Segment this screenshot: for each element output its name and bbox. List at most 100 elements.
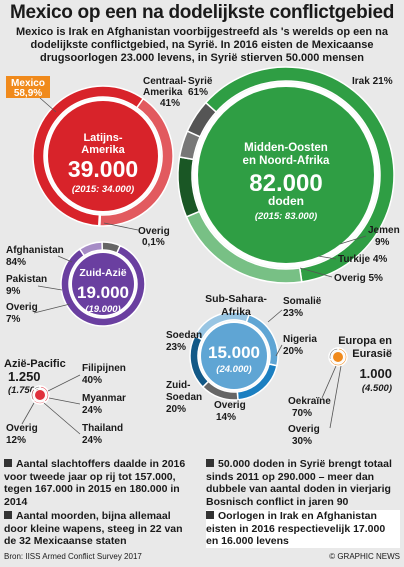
mena-total: 82.000 [249, 170, 322, 197]
europe-overig-value: 30% [292, 436, 312, 447]
iraq-label: Irak 21% [352, 76, 393, 87]
fact-4-text: Oorlogen in Irak en Afghanistan eisten i… [206, 510, 386, 547]
turkey-leader [317, 255, 337, 260]
pakistan-value: 9% [6, 286, 21, 297]
south-asia-total: 19.000 [77, 283, 129, 302]
south-sudan-value: 20% [166, 404, 186, 415]
fact-1-text: Aantal slachtoffers daalde in 2016 voor … [4, 458, 186, 508]
somalia-label: Somalië [283, 296, 322, 307]
south-sudan-label-1: Zuid- [166, 380, 190, 391]
europe-overig-label: Overig [288, 424, 320, 435]
latin-overig-leader [103, 222, 139, 231]
philippines-label: Filipijnen [82, 363, 126, 374]
europe-core [333, 352, 343, 362]
mexico-value: 58,9% [14, 88, 42, 99]
asia-pacific-overig-label: Overig [6, 423, 38, 434]
bullet-square [4, 459, 12, 467]
south-sudan-label-2: Soedan [166, 392, 202, 403]
subtitle: Mexico is Irak en Afghanistan voorbijges… [15, 26, 389, 64]
mena-name-2: en Noord-Afrika [243, 155, 331, 167]
europe-segment-overig [328, 347, 339, 361]
page-title: Mexico op een na dodelijkste conflictgeb… [9, 2, 395, 23]
mexico-label-box [6, 76, 50, 98]
mena-overig-label: Overig 5% [334, 273, 383, 284]
bullet-square [206, 459, 214, 467]
south-asia-previous: (19.000) [85, 304, 120, 315]
myanmar-label: Myanmar [82, 393, 126, 404]
latin-overig-label: Overig [138, 226, 170, 237]
mena-unit: doden [268, 194, 304, 208]
sub-sahara-overig-label: Overig [214, 400, 246, 411]
south-asia-name: Zuid-Azië [79, 267, 126, 279]
philippines-value: 40% [82, 375, 102, 386]
fact-2-text: Aantal moorden, bijna allemaal door klei… [4, 510, 183, 547]
syria-label: Syrië [188, 76, 213, 87]
asia-pacific-total: 1.250 [8, 369, 41, 384]
bubble-chart: Mexico58,9%Centraal-Amerika41%Overig0,1%… [4, 66, 400, 447]
mena-name-1: Midden-Oosten [244, 142, 328, 154]
sudan-value: 23% [166, 342, 186, 353]
latin_america-segment-overig [97, 214, 102, 227]
ukraine-label: Oekraïne [288, 396, 331, 407]
sub_sahara-core [201, 323, 267, 389]
south-asia-overig-label: Overig [6, 302, 38, 313]
thailand-label: Thailand [82, 423, 123, 434]
afghanistan-label: Afghanistan [6, 245, 64, 256]
asia-pacific-overig-value: 12% [6, 435, 26, 446]
fact-1: Aantal slachtoffers daalde in 2016 voor … [4, 458, 196, 508]
nigeria-value: 20% [283, 346, 303, 357]
yemen-value: 9% [375, 237, 390, 248]
fact-3: 50.000 doden in Syrië brengt totaal sind… [206, 458, 400, 508]
thailand-value: 24% [82, 435, 102, 446]
europe-previous: (4.500) [362, 383, 392, 394]
middle_east-core [198, 87, 374, 263]
latin-name-1: Latijns- [83, 132, 122, 144]
sub-sahara-name-1: Sub-Sahara- [205, 293, 267, 305]
middle_east-segment-overig [186, 101, 218, 138]
asia-pacific-name: Azië-Pacific [4, 358, 66, 370]
latin-overig-value: 0,1% [142, 237, 165, 248]
latin-total: 39.000 [68, 156, 138, 182]
afghanistan-value: 84% [6, 257, 26, 268]
asia_pacific-segment-overig [32, 385, 41, 391]
europe-total: 1.000 [359, 366, 392, 381]
fact-3-text: 50.000 doden in Syrië brengt totaal sind… [206, 458, 392, 508]
europe-overig-leader [329, 365, 342, 429]
yemen-leader [339, 235, 367, 245]
south_asia-segment-overig [101, 241, 122, 254]
latin_america-core [48, 101, 158, 211]
central-america-value: 41% [160, 98, 180, 109]
nigeria-leader [275, 344, 283, 357]
south-asia-overig-leader [33, 303, 71, 314]
asia-pacific-overig-leader [21, 402, 35, 425]
myanmar-value: 24% [82, 405, 102, 416]
syria-value: 61% [188, 87, 208, 98]
fact-4: Oorlogen in Irak en Afghanistan eisten i… [206, 510, 400, 548]
thailand-leader [43, 402, 81, 435]
sub-sahara-name-2: Afrika [221, 306, 251, 318]
sub-sahara-overig-value: 14% [216, 412, 236, 423]
bullet-square [4, 511, 12, 519]
mexico-leader-line [39, 97, 57, 113]
facts-panel: Aantal slachtoffers daalde in 2016 voor … [0, 454, 404, 550]
yemen-label: Jemen [368, 225, 400, 236]
sudan-label: Soedan [166, 330, 202, 341]
asia_pacific-core [35, 390, 45, 400]
south_asia-core [72, 253, 134, 315]
somalia-leader [267, 309, 283, 323]
central-america-label-2: Amerika [143, 87, 183, 98]
south_asia-segment-afghanistan [60, 244, 146, 327]
asia-pacific-previous: (1.750) [8, 385, 38, 396]
sub-sahara-previous: (24.000) [216, 364, 251, 375]
philippines-leader [47, 374, 81, 392]
afghanistan-leader [57, 255, 73, 263]
mena-overig-leader [299, 267, 333, 278]
ukraine-value: 70% [292, 408, 312, 419]
latin-previous: (2015: 34.000) [72, 184, 134, 195]
south-asia-overig-value: 7% [6, 314, 21, 325]
mena-previous: (2015: 83.000) [255, 211, 317, 222]
myanmar-leader [48, 397, 81, 405]
pakistan-label: Pakistan [6, 274, 47, 285]
turkey-label: Turkije 4% [338, 254, 387, 265]
mexico-label: Mexico [11, 78, 45, 89]
